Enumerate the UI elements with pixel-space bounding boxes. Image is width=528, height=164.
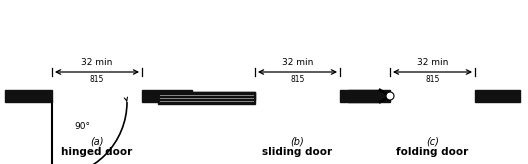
Text: 32 min: 32 min bbox=[417, 58, 448, 67]
Text: 815: 815 bbox=[426, 75, 440, 84]
Text: 32 min: 32 min bbox=[282, 58, 313, 67]
Bar bbox=[340, 90, 380, 102]
Bar bbox=[158, 92, 255, 104]
Text: 815: 815 bbox=[90, 75, 104, 84]
Text: (b): (b) bbox=[290, 137, 304, 147]
Bar bbox=[475, 90, 520, 102]
Text: folding door: folding door bbox=[397, 147, 469, 157]
Circle shape bbox=[386, 92, 394, 100]
Bar bbox=[348, 90, 390, 102]
Text: 32 min: 32 min bbox=[81, 58, 112, 67]
Text: (c): (c) bbox=[426, 137, 439, 147]
Text: 90°: 90° bbox=[74, 122, 90, 131]
Bar bbox=[158, 92, 255, 104]
Text: (a): (a) bbox=[90, 137, 103, 147]
Bar bbox=[5, 90, 52, 102]
Text: hinged door: hinged door bbox=[61, 147, 133, 157]
Text: 815: 815 bbox=[290, 75, 305, 84]
Text: sliding door: sliding door bbox=[262, 147, 333, 157]
Bar bbox=[155, 92, 255, 100]
Bar bbox=[142, 90, 192, 102]
